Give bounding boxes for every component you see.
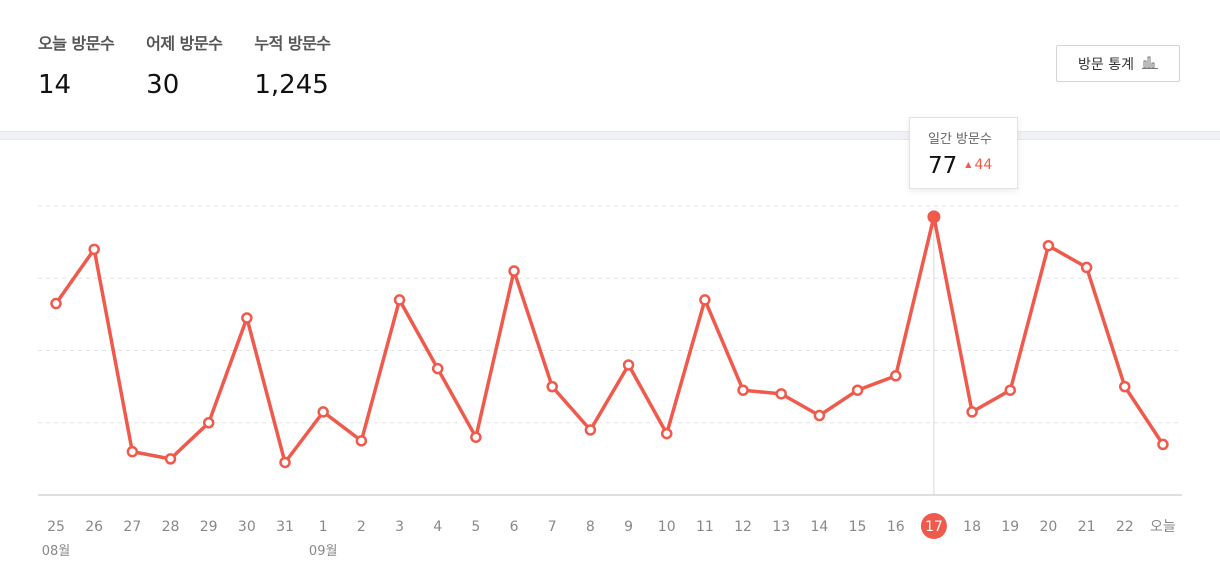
stat-today-label: 오늘 방문수 <box>38 34 115 53</box>
x-tick-label-17: 11 <box>696 519 714 535</box>
x-tick-label-0: 25 <box>47 519 65 535</box>
x-tick-highlight-badge <box>920 513 947 539</box>
triangle-up-icon: ▲ <box>965 160 972 169</box>
bar-chart-icon <box>1141 55 1158 73</box>
data-point-14 <box>584 424 597 436</box>
data-point-9 <box>393 294 406 306</box>
data-point-22 <box>889 370 902 382</box>
visit-stats-button[interactable]: 방문 통계 <box>1056 45 1180 82</box>
x-tick-label-25: 19 <box>1001 519 1019 535</box>
data-point-27 <box>1080 261 1093 274</box>
x-tick-label-6: 31 <box>276 519 294 535</box>
x-tick-label-22: 16 <box>887 519 905 535</box>
x-tick-label-7: 1 <box>319 519 328 535</box>
data-point-23 <box>927 210 941 224</box>
data-point-16 <box>660 427 673 440</box>
tooltip-diff: 44 <box>974 157 993 173</box>
x-tick-label-13: 7 <box>548 519 557 535</box>
data-point-29 <box>1157 438 1169 451</box>
data-point-24 <box>966 406 978 418</box>
data-point-13 <box>546 380 558 393</box>
data-point-11 <box>470 431 482 443</box>
x-tick-label-1: 26 <box>85 519 103 535</box>
tooltip-value: 77 <box>928 153 958 179</box>
stat-total-label: 누적 방문수 <box>254 34 331 53</box>
x-tick-label-4: 29 <box>200 519 218 535</box>
x-tick-label-28: 22 <box>1116 519 1134 535</box>
x-tick-label-5: 30 <box>238 519 256 535</box>
x-tick-label-11: 5 <box>471 519 480 535</box>
x-tick-label-18: 12 <box>734 519 752 535</box>
data-point-26 <box>1042 239 1055 252</box>
stat-today-value: 14 <box>38 70 72 100</box>
stat-yesterday-value: 30 <box>146 70 180 100</box>
data-point-15 <box>622 359 635 371</box>
stat-yesterday-label: 어제 방문수 <box>146 34 223 53</box>
stat-yesterday: 어제 방문수 30 <box>146 30 223 100</box>
stat-today: 오늘 방문수 14 <box>38 30 115 100</box>
x-tick-label-26: 20 <box>1040 519 1058 535</box>
x-tick-label-8: 2 <box>357 519 366 535</box>
x-tick-label-23: 17 <box>925 519 943 535</box>
x-tick-label-9: 3 <box>395 519 404 535</box>
data-point-17 <box>699 294 711 306</box>
x-tick-label-29: 오늘 <box>1150 519 1176 535</box>
x-tick-label-2: 27 <box>123 519 141 535</box>
data-point-3 <box>164 453 177 465</box>
daily-visits-tooltip: 일간 방문수 77 ▲ 44 <box>909 117 1018 189</box>
tooltip-label: 일간 방문수 <box>928 132 992 147</box>
data-point-19 <box>775 388 787 400</box>
x-month-label-1: 09월 <box>309 544 338 559</box>
x-tick-label-3: 28 <box>162 519 180 535</box>
visit-stats-button-label: 방문 통계 <box>1078 56 1134 73</box>
data-point-8 <box>355 435 368 447</box>
x-tick-label-16: 10 <box>658 519 676 535</box>
x-tick-label-20: 14 <box>810 519 828 535</box>
daily-visits-line-chart: 25 26 27 28 29 30 31 1 2 3 4 5 6 7 8 9 10 11 12 13 14 15 16 17 1… <box>38 205 1182 559</box>
data-point-18 <box>737 384 749 396</box>
stat-total-value: 1,245 <box>254 70 329 100</box>
data-point-4 <box>202 417 215 429</box>
data-point-21 <box>851 384 864 396</box>
x-tick-label-19: 13 <box>772 519 790 535</box>
x-tick-label-21: 15 <box>849 519 867 535</box>
data-point-6 <box>279 456 291 469</box>
data-point-25 <box>1004 384 1016 396</box>
x-month-label-0: 08월 <box>42 544 71 559</box>
stats-summary: 오늘 방문수 14 어제 방문수 30 누적 방문수 1,245 <box>38 30 363 100</box>
x-tick-label-15: 9 <box>624 519 633 535</box>
data-point-10 <box>431 362 444 375</box>
data-point-2 <box>126 445 139 458</box>
data-point-28 <box>1119 380 1131 393</box>
data-point-0 <box>50 297 62 310</box>
data-point-1 <box>88 243 100 256</box>
series-line <box>54 215 1165 465</box>
x-tick-label-12: 6 <box>510 519 519 535</box>
section-divider <box>0 131 1220 140</box>
x-tick-label-24: 18 <box>963 519 981 535</box>
data-point-5 <box>241 312 253 324</box>
data-point-7 <box>317 406 329 418</box>
data-point-20 <box>813 409 826 422</box>
x-tick-label-10: 4 <box>433 519 442 535</box>
x-tick-label-14: 8 <box>586 519 595 535</box>
x-tick-label-27: 21 <box>1078 519 1096 535</box>
stat-total: 누적 방문수 1,245 <box>254 30 331 100</box>
data-point-12 <box>508 265 520 277</box>
